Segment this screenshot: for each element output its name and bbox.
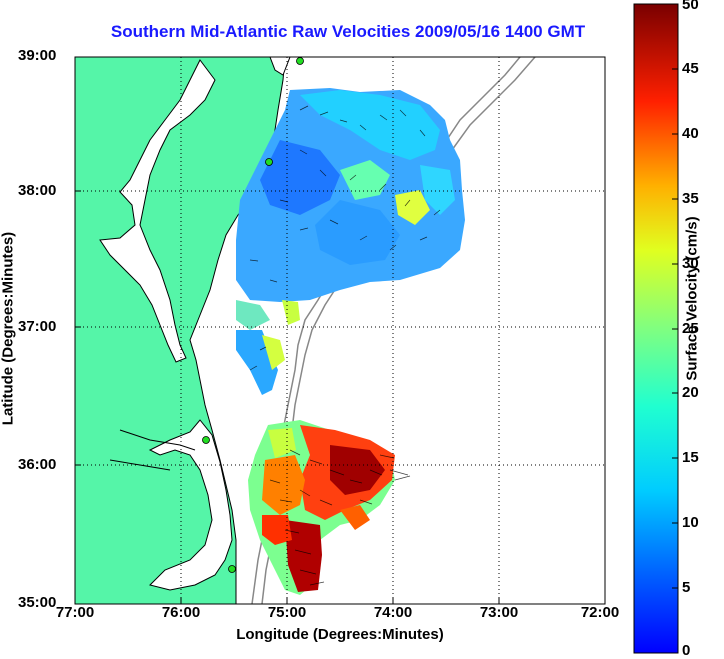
radar-station-marker — [228, 565, 236, 573]
x-axis-label: Longitude (Degrees:Minutes) — [236, 626, 444, 643]
x-tick-label: 72:00 — [580, 604, 620, 621]
plot-frame — [74, 56, 606, 605]
colorbar-tick-label: 50 — [682, 0, 699, 13]
x-tick-label: 76:00 — [161, 604, 201, 621]
y-tick-label: 36:00 — [18, 456, 57, 473]
colorbar — [633, 3, 679, 654]
colorbar-tick-label: 35 — [682, 190, 699, 207]
pamlico-sound — [148, 419, 233, 591]
x-tick-label: 73:00 — [479, 604, 519, 621]
y-tick-label: 38:00 — [18, 182, 57, 199]
radar-station-marker — [265, 158, 273, 166]
colorbar-tick-label: 25 — [682, 320, 699, 337]
colorbar-label: Surface Velocity (cm/s) — [683, 216, 701, 381]
map-title: Southern Mid-Atlantic Raw Velocities 200… — [110, 22, 586, 41]
radar-station-marker — [202, 436, 210, 444]
colorbar-tick-label: 0 — [682, 642, 691, 659]
y-tick-label: 37:00 — [18, 318, 57, 335]
velocity-arrows — [249, 105, 441, 586]
chesapeake-bay — [99, 59, 216, 363]
velocity-field-north — [236, 88, 465, 395]
y-tick-label: 39:00 — [18, 47, 57, 64]
radar-station-marker — [296, 57, 304, 65]
velocity-field-south — [248, 420, 395, 595]
y-axis-label: Latitude (Degrees:Minutes) — [0, 231, 17, 426]
colorbar-tick-label: 10 — [682, 514, 699, 531]
x-tick-label: 77:00 — [55, 604, 95, 621]
colorbar-tick-label: 40 — [682, 125, 699, 142]
colorbar-tick-label: 30 — [682, 255, 699, 272]
grid-lines — [75, 57, 605, 604]
colorbar-tick-label: 20 — [682, 384, 699, 401]
colorbar-tick-label: 5 — [682, 579, 691, 596]
x-tick-label: 75:00 — [267, 604, 307, 621]
colorbar-tick-label: 45 — [682, 60, 699, 77]
y-tick-label: 35:00 — [18, 594, 57, 611]
colorbar-tick-label: 15 — [682, 449, 699, 466]
x-tick-label: 74:00 — [373, 604, 413, 621]
delaware-bay — [269, 57, 291, 76]
